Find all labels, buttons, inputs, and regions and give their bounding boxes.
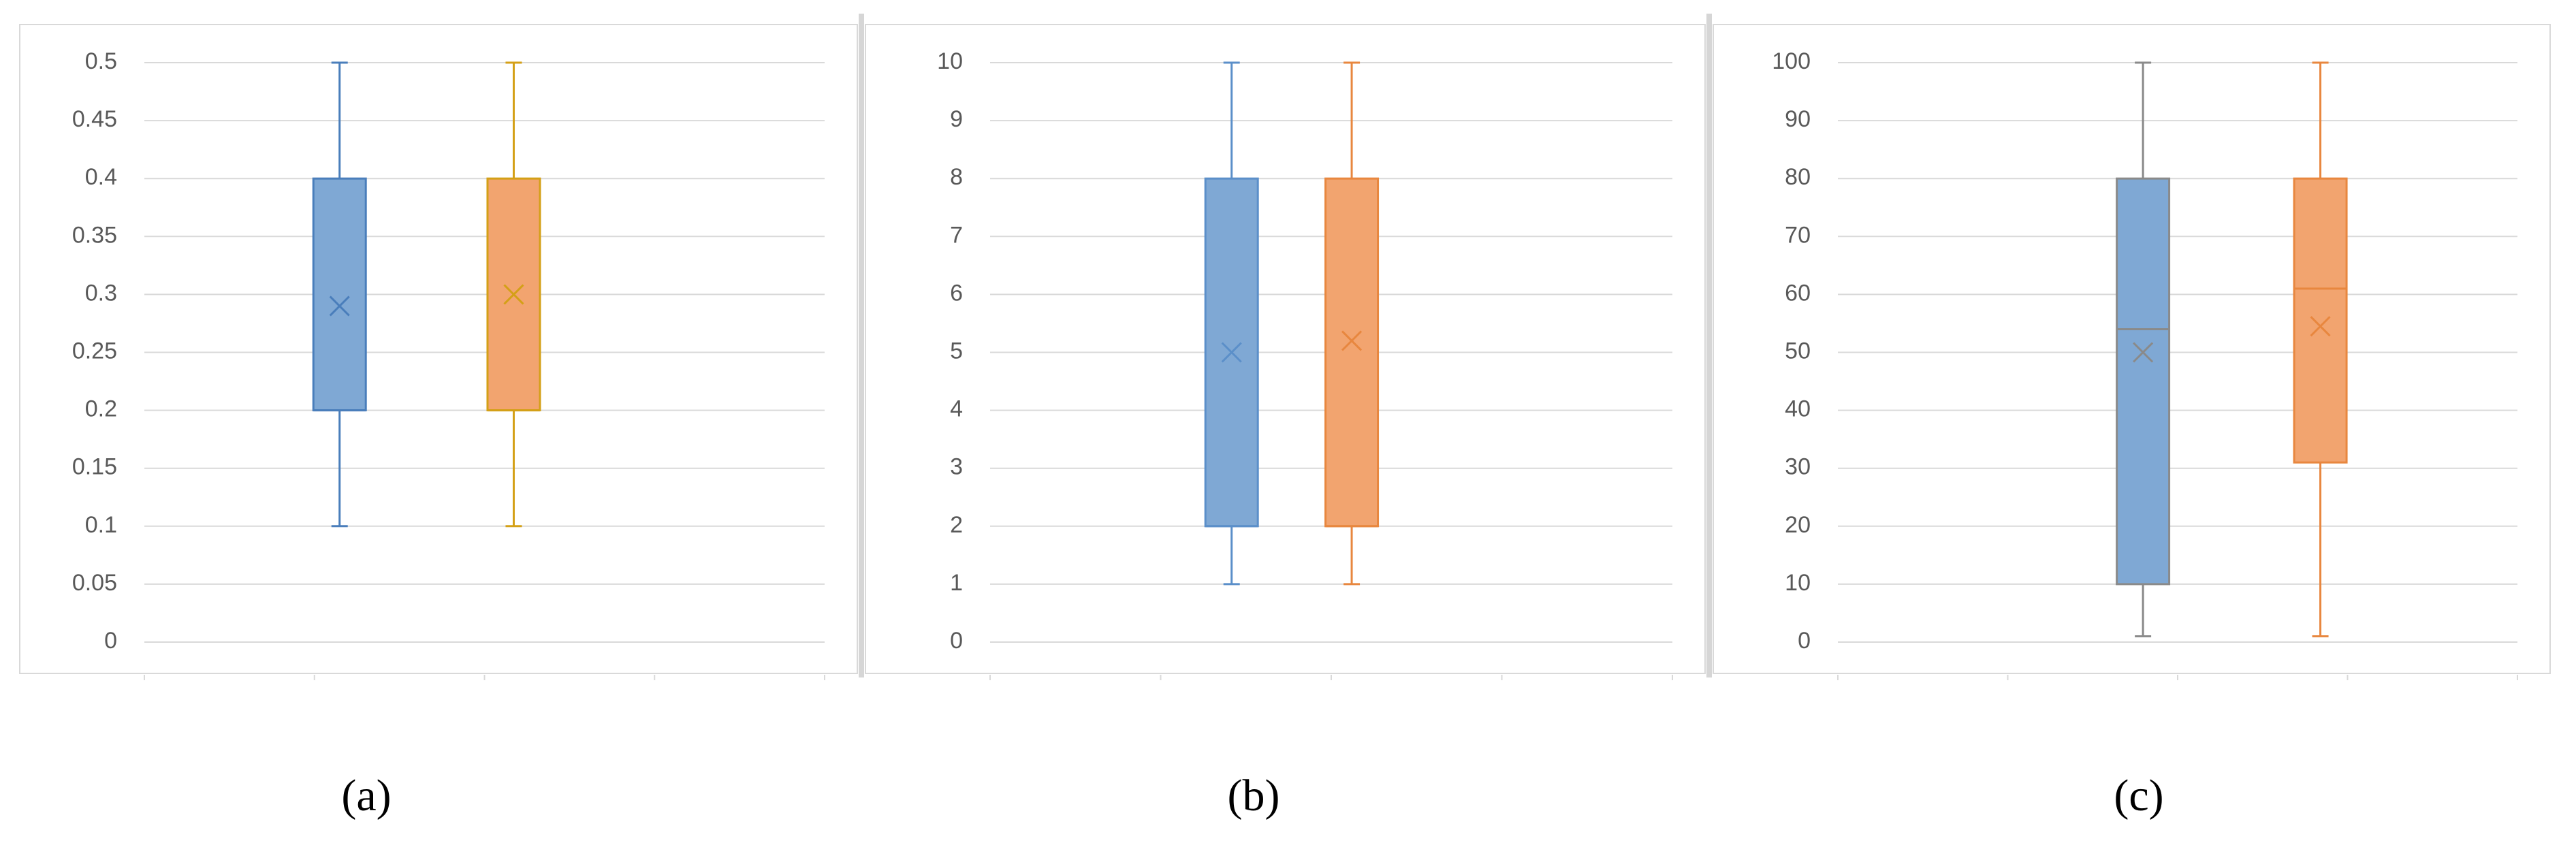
box xyxy=(2116,177,2171,586)
y-tick-label: 80 xyxy=(1785,164,1811,190)
y-tick-label: 0.05 xyxy=(72,570,117,596)
y-tick-label: 8 xyxy=(950,164,963,190)
panel-border xyxy=(19,24,858,674)
y-tick-label: 9 xyxy=(950,106,963,132)
y-tick-label: 0 xyxy=(950,628,963,654)
y-tick-label: 0.4 xyxy=(85,164,117,190)
y-tick-label: 10 xyxy=(1785,570,1811,596)
y-tick-label: 2 xyxy=(950,512,963,538)
caption: (a) xyxy=(341,771,391,820)
y-tick-label: 0 xyxy=(104,628,117,654)
mean-marker xyxy=(2133,342,2154,363)
y-tick-label: 10 xyxy=(937,48,963,74)
mean-marker xyxy=(329,296,350,317)
y-tick-label: 70 xyxy=(1785,222,1811,248)
mean-marker xyxy=(2310,316,2331,337)
mean-marker xyxy=(1341,330,1363,351)
y-tick-label: 20 xyxy=(1785,512,1811,538)
caption: (b) xyxy=(1228,771,1280,820)
y-tick-label: 0.25 xyxy=(72,338,117,364)
y-tick-label: 60 xyxy=(1785,280,1811,306)
y-tick-label: 7 xyxy=(950,222,963,248)
y-tick-label: 50 xyxy=(1785,338,1811,364)
y-tick-label: 30 xyxy=(1785,454,1811,480)
y-tick-label: 0 xyxy=(1798,628,1811,654)
y-tick-label: 100 xyxy=(1772,48,1811,74)
y-tick-label: 0.3 xyxy=(85,280,117,306)
y-tick-label: 3 xyxy=(950,454,963,480)
y-tick-label: 0.2 xyxy=(85,396,117,422)
y-tick-label: 6 xyxy=(950,280,963,306)
caption: (c) xyxy=(2114,771,2163,820)
y-tick-label: 4 xyxy=(950,396,963,422)
panel-border xyxy=(865,24,1706,674)
box xyxy=(2293,177,2348,464)
y-tick-label: 0.1 xyxy=(85,512,117,538)
mean-marker xyxy=(1221,342,1242,363)
y-tick-label: 90 xyxy=(1785,106,1811,132)
y-tick-label: 40 xyxy=(1785,396,1811,422)
separator xyxy=(859,14,864,677)
box xyxy=(1324,177,1380,528)
separator xyxy=(1706,14,1712,677)
panel-border xyxy=(1713,24,2551,674)
y-tick-label: 0.5 xyxy=(85,48,117,74)
mean-marker xyxy=(503,284,524,305)
y-tick-label: 0.15 xyxy=(72,454,117,480)
y-tick-label: 1 xyxy=(950,570,963,596)
y-tick-label: 0.45 xyxy=(72,106,117,132)
box xyxy=(312,177,367,412)
y-tick-label: 5 xyxy=(950,338,963,364)
y-tick-label: 0.35 xyxy=(72,222,117,248)
